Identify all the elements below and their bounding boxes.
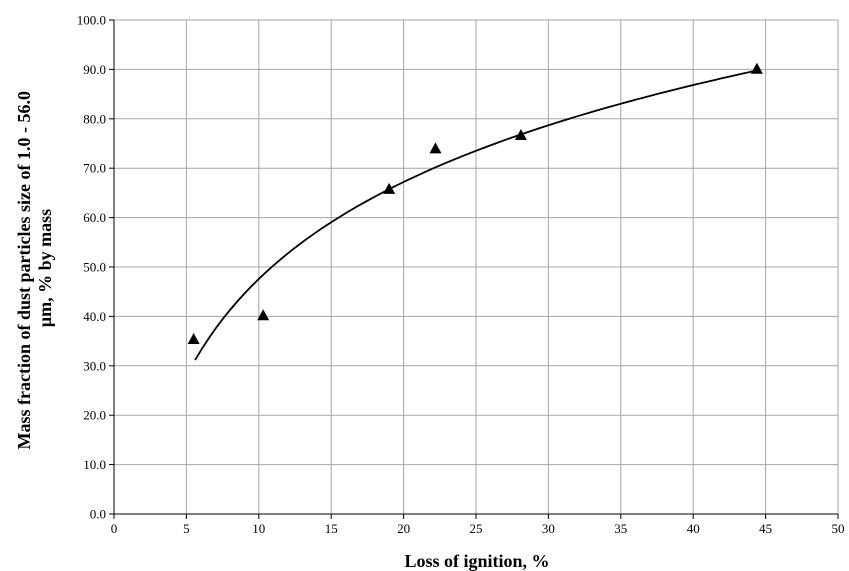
x-tick-label: 25 [470,521,483,536]
data-point [383,182,396,194]
x-tick-label: 5 [183,521,190,536]
y-tick-label: 0.0 [90,507,106,522]
y-axis-title: Mass fraction of dust particles size of … [14,87,55,450]
y-tick-label: 60.0 [83,210,106,225]
y-tick-label: 10.0 [83,457,106,472]
x-tick-label: 15 [325,521,338,536]
data-point [429,142,442,154]
x-tick-label: 20 [397,521,410,536]
y-axis-title-line-1: Mass fraction of dust particles size of … [14,91,34,449]
y-tick-label: 100.0 [77,13,106,28]
y-tick-label: 90.0 [83,62,106,77]
x-tick-label: 0 [111,521,118,536]
x-tick-label: 50 [832,521,845,536]
y-tick-label: 40.0 [83,309,106,324]
data-point [514,128,527,140]
y-tick-label: 50.0 [83,260,106,275]
x-tick-labels: 0 5 10 15 20 25 30 35 40 45 50 [111,521,845,536]
y-tick-label: 20.0 [83,408,106,423]
data-point [750,62,763,74]
data-points [187,62,763,345]
y-tick-label: 80.0 [83,111,106,126]
x-tick-label: 35 [614,521,627,536]
x-tick-label: 40 [687,521,700,536]
y-tick-label: 70.0 [83,161,106,176]
data-point [257,309,270,321]
trendline [194,69,758,361]
x-tick-label: 30 [542,521,555,536]
data-point [187,333,200,345]
grid [113,19,839,515]
x-axis-title: Loss of ignition, % [404,551,549,571]
y-tick-labels: 0.0 10.0 20.0 30.0 40.0 50.0 60.0 70.0 80.0 90.0 1… [77,13,106,522]
x-tick-label: 45 [759,521,772,536]
x-tick-label: 10 [252,521,265,536]
y-tick-label: 30.0 [83,358,106,373]
y-axis-title-line-2: μm, % by mass [35,209,55,327]
axes [109,19,839,519]
